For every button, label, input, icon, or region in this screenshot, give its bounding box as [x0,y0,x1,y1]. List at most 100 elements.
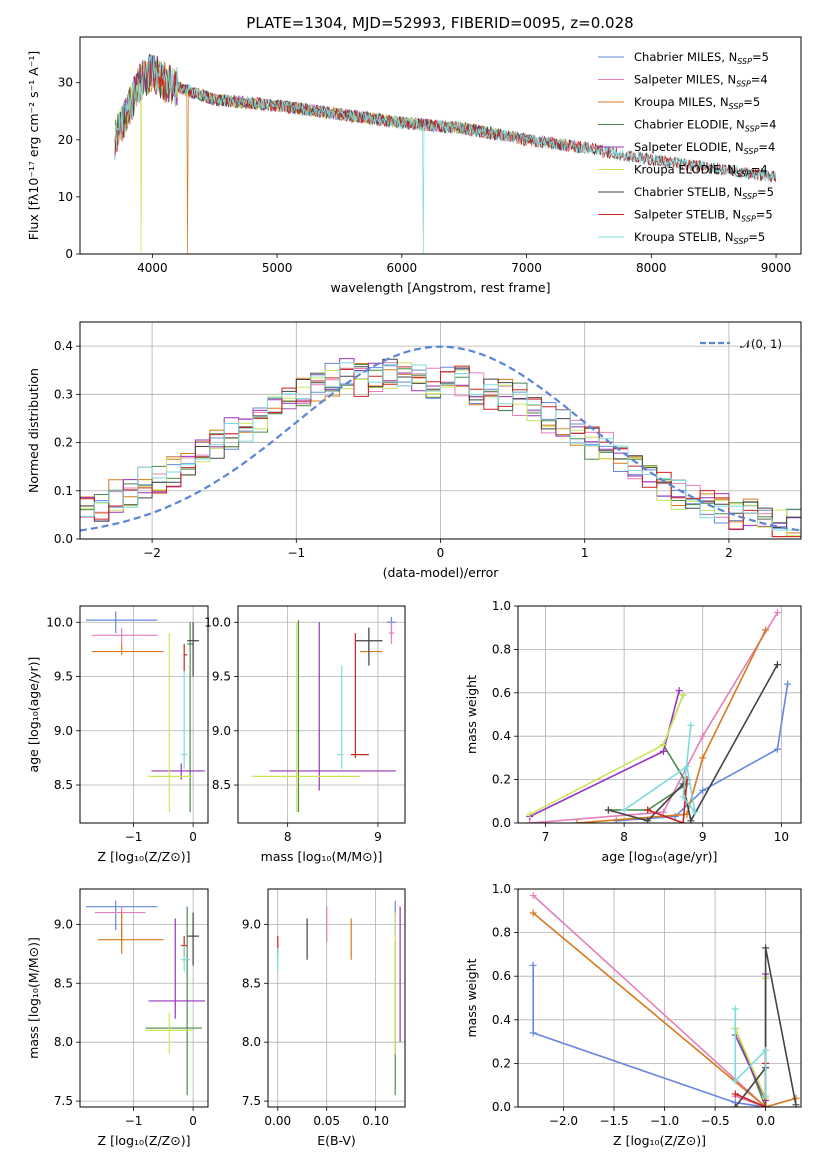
y-tick-label: 0 [65,247,73,261]
legend-label-main: Kroupa STELIB, N [634,230,734,244]
axes-frame [237,605,406,824]
legend-label: Salpeter STELIB, NSSP=5 [634,208,773,224]
weight-line [734,1008,767,1097]
x-axis-label: age [log₁₀(age/yr)] [602,849,718,864]
y-tick-label: 0.0 [492,816,511,830]
weight-marker [529,909,537,917]
weight-marker [699,732,707,740]
weight-marker [526,810,534,818]
panel-residual-histogram: −2 −1 0 1 2 0.0 0.1 0.2 0.3 0.4 (data-model)/error… [26,321,802,580]
legend-label-main: Chabrier ELODIE, N [634,118,745,132]
panel-mass-weight-vs-Z: −2.0 −1.5 −1.0 −0.5 0.0 0.0 0.2 0.4 0.6 0.8 1.0 Z [… [464,882,802,1148]
y-tick-label: 8.5 [54,976,73,990]
weight-marker [659,741,667,749]
x-tick-label: 9 [374,830,382,844]
weight-marker [731,1090,739,1098]
x-tick-label: 6000 [387,261,418,275]
weight-marker [699,754,707,762]
y-tick-label: 10 [58,190,73,204]
y-axis-label: age [log₁₀(age/yr)] [26,657,41,773]
y-tick-label: 0.6 [492,969,511,983]
marks [251,616,396,813]
x-tick-label: 10 [774,830,789,844]
legend-label: Chabrier MILES, NSSP=5 [634,50,769,66]
axes-frame [79,888,209,1108]
panel-age-vs-mass: 8 9 8.5 9.0 9.5 10.0 mass [log₁₀(M/M⊙)] [204,605,406,864]
weight-line [532,894,767,1107]
x-tick-label: 7000 [511,261,542,275]
legend-label-rest: =4 [758,140,775,154]
x-tick-label: 0 [189,1114,197,1128]
legend-label-rest: =4 [751,163,768,177]
y-tick-label: 1.0 [492,882,511,896]
axes-frame [79,36,802,255]
legend-label-main: Salpeter STELIB, N [634,208,741,222]
y-axis-label: mass [log₁₀(M/M⊙)] [26,937,41,1059]
x-tick-label: 8 [620,830,628,844]
weight-marker [671,812,679,820]
legend-label-main: Kroupa ELODIE, N [634,163,736,177]
plot-area [518,606,801,823]
marks [80,345,801,538]
weight-marker [679,691,687,699]
legend-label-sub: SSP [736,170,751,179]
x-tick-label: 5000 [262,261,293,275]
weight-marker [784,680,792,688]
y-tick-label: 0.2 [492,1056,511,1070]
plots-layer: 4000 5000 6000 7000 8000 90000102030wavelengt… [26,36,802,1148]
weight-marker [659,747,667,755]
y-tick-label: 8.5 [54,778,73,792]
weight-marker [529,892,537,900]
weight-marker [679,793,687,801]
weight-marker [762,626,770,634]
y-axis-label: mass weight [464,958,479,1037]
x-tick-label: −1.5 [599,1114,628,1128]
figure-title: PLATE=1304, MJD=52993, FIBERID=0095, z=0… [246,14,633,32]
weight-marker [644,806,652,814]
weight-marker [762,1092,770,1100]
y-tick-label: 0.8 [492,926,511,940]
panel-mass-vs-Z: −1 0 7.5 8.0 8.5 9.0 Z [log₁₀(Z/Z⊙)] mass [log₁… [26,888,209,1148]
y-tick-label: 9.5 [212,670,231,684]
weight-marker [762,944,770,952]
legend-label-rest: =5 [757,185,774,199]
panel-spectrum: 4000 5000 6000 7000 8000 9000 0 10 20 30 wavelengt… [26,36,802,295]
weight-marker [644,817,652,823]
marks [114,53,777,254]
x-axis-label: E(B-V) [317,1133,356,1148]
marks [277,900,401,1096]
y-tick-label: 8.5 [242,976,261,990]
legend-label-sub: SSP [729,102,744,111]
marks [526,609,792,823]
legend-label: Salpeter MILES, NSSP=4 [634,73,768,89]
plot-area [80,606,208,823]
y-axis-label: mass weight [464,675,479,754]
x-tick-label: 9 [699,830,707,844]
y-tick-label: 1.0 [492,599,511,613]
y-tick-label: 8.5 [212,778,231,792]
legend-label-rest: =5 [743,95,760,109]
legend-label-sub: SSP [742,192,757,201]
x-tick-label: −1 [125,1114,143,1128]
weight-marker [687,721,695,729]
x-tick-label: −1 [287,546,305,560]
x-tick-label: 0.0 [756,1114,775,1128]
legend-label-rest: =5 [756,208,773,222]
x-tick-label: 2 [725,546,733,560]
x-axis-label: Z [log₁₀(Z/Z⊙)] [613,1133,706,1148]
weight-marker [731,1077,739,1085]
x-tick-label: 9000 [761,261,792,275]
weight-marker [675,687,683,695]
legend-label-main: Salpeter ELODIE, N [634,140,744,154]
legend-label: Kroupa STELIB, NSSP=5 [634,230,765,246]
weight-marker [691,808,699,816]
weight-marker [687,817,695,823]
legend-label: Kroupa MILES, NSSP=5 [634,95,760,111]
x-tick-label: −1.0 [650,1114,679,1128]
weight-line [532,965,766,1107]
legend-label-main: Chabrier STELIB, N [634,185,742,199]
marks [85,611,206,813]
y-tick-label: 20 [58,133,73,147]
legend-label-rest: =5 [752,50,769,64]
